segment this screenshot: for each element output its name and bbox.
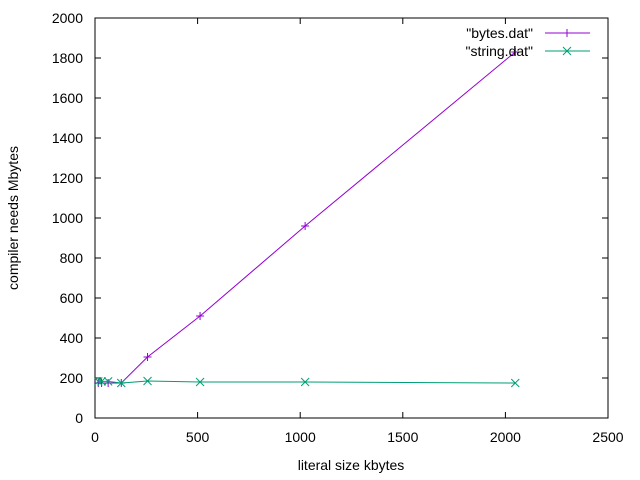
data-point-series-2 bbox=[93, 377, 103, 386]
data-point-series-2 bbox=[116, 378, 126, 388]
axis-ticks: 0 500 1000 1500 2000 2500 0 200 400 600 800 1000 120… bbox=[52, 10, 624, 445]
y-tick-label: 200 bbox=[60, 370, 84, 386]
data-point-series-1 bbox=[196, 312, 205, 320]
series-layer bbox=[93, 48, 520, 388]
y-tick-label: 1000 bbox=[52, 210, 83, 226]
x-tick-label: 2500 bbox=[592, 429, 623, 445]
y-tick-label: 0 bbox=[75, 410, 83, 426]
data-point-series-2 bbox=[300, 377, 310, 387]
y-tick-label: 1800 bbox=[52, 50, 83, 66]
series-line-1 bbox=[98, 51, 516, 384]
y-tick-label: 800 bbox=[60, 250, 84, 266]
y-tick-label: 600 bbox=[60, 290, 84, 306]
data-point-series-2 bbox=[195, 377, 205, 387]
x-tick-label: 0 bbox=[91, 429, 99, 445]
legend-marker bbox=[563, 29, 571, 37]
x-tick-label: 1000 bbox=[285, 429, 316, 445]
x-tick-label: 500 bbox=[186, 429, 210, 445]
x-axis-label: literal size kbytes bbox=[298, 457, 405, 473]
data-point-series-2 bbox=[510, 378, 520, 388]
data-point-series-2 bbox=[103, 377, 113, 386]
data-point-series-1 bbox=[511, 48, 520, 56]
data-point-series-1 bbox=[301, 222, 310, 230]
data-point-series-2 bbox=[143, 376, 152, 386]
legend-label: "string.dat" bbox=[465, 43, 533, 59]
y-axis-label: compiler needs Mbytes bbox=[5, 146, 21, 290]
plot-frame bbox=[94, 17, 609, 419]
data-point-series-2 bbox=[97, 377, 106, 386]
legend: "bytes.dat" "string.dat" bbox=[465, 25, 590, 59]
data-point-series-1 bbox=[104, 379, 113, 387]
y-tick-label: 1400 bbox=[52, 130, 83, 146]
y-tick-label: 1200 bbox=[52, 170, 83, 186]
y-tick-label: 1600 bbox=[52, 90, 83, 106]
y-tick-label: 2000 bbox=[52, 10, 83, 26]
y-tick-label: 400 bbox=[60, 330, 84, 346]
x-tick-label: 1500 bbox=[387, 429, 418, 445]
legend-label: "bytes.dat" bbox=[466, 25, 533, 41]
legend-marker bbox=[562, 46, 572, 56]
x-tick-label: 2000 bbox=[490, 429, 521, 445]
data-point-series-1 bbox=[143, 353, 152, 361]
series-line-2 bbox=[98, 380, 516, 384]
